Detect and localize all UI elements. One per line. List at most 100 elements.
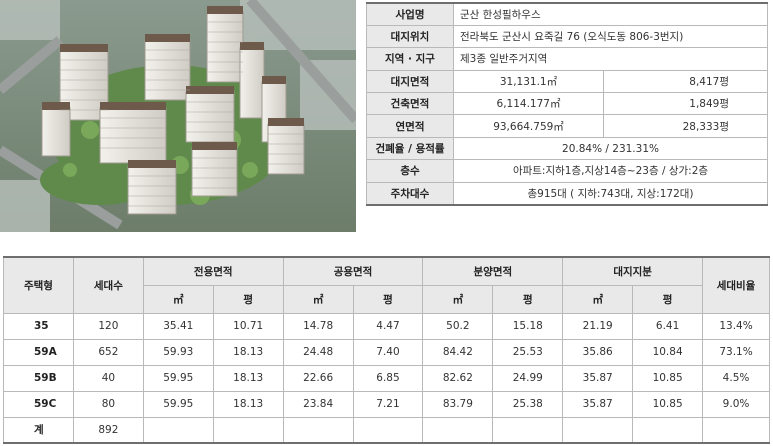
overview-row-parking: 주차대수 총915대 ( 지하:743대, 지상:172대) — [366, 181, 768, 206]
apartment-complex-illustration — [0, 0, 356, 232]
cell-exclusive-pyeong — [212, 416, 284, 444]
cell-households: 652 — [72, 338, 144, 366]
cell-sale-sqm: 82.62 — [422, 364, 494, 392]
overview-value: 전라북도 군산시 요죽길 76 (오식도동 806-3번지) — [453, 24, 768, 49]
cell-land-sqm — [562, 416, 634, 444]
subheader-sqm: ㎡ — [422, 284, 494, 314]
subheader-pyeong: 평 — [352, 284, 424, 314]
header-exclusive-area: 전용면적 — [142, 256, 284, 286]
cell-land-pyeong: 10.85 — [632, 364, 704, 392]
cell-sale-pyeong: 25.38 — [492, 390, 564, 418]
cell-type: 35 — [3, 312, 74, 340]
header-common-area: 공용면적 — [282, 256, 424, 286]
cell-exclusive-pyeong: 18.13 — [212, 390, 284, 418]
cell-type: 59A — [3, 338, 74, 366]
subheader-sqm: ㎡ — [562, 284, 634, 314]
overview-row-building-area: 건축면적 6,114.177㎡ 1,849평 — [366, 92, 768, 116]
unit-type-table: 주택형 세대수 전용면적 공용면적 분양면적 대지지분 세대비율 ㎡ 평 ㎡ 평… — [3, 256, 770, 444]
overview-row-zoning: 지역 · 지구 제3종 일반주거지역 — [366, 47, 768, 71]
header-unit-type: 주택형 — [3, 256, 74, 314]
overview-value: 제3종 일반주거지역 — [453, 47, 768, 71]
overview-label: 건폐율 / 용적률 — [366, 136, 454, 161]
table-row: 59C 80 59.95 18.13 23.84 7.21 83.79 25.3… — [3, 390, 770, 418]
cell-sale-sqm: 84.42 — [422, 338, 494, 366]
cell-households: 40 — [72, 364, 144, 392]
overview-pyeong: 1,849평 — [603, 92, 768, 116]
table-row: 59B 40 59.95 18.13 22.66 6.85 82.62 24.9… — [3, 364, 770, 392]
overview-row-site-area: 대지면적 31,131.1㎡ 8,417평 — [366, 69, 768, 94]
cell-common-pyeong: 6.85 — [352, 364, 424, 392]
cell-exclusive-sqm: 59.93 — [142, 338, 214, 366]
cell-common-pyeong: 7.21 — [352, 390, 424, 418]
cell-common-sqm: 14.78 — [282, 312, 354, 340]
cell-ratio: 73.1% — [702, 338, 770, 366]
cell-ratio: 4.5% — [702, 364, 770, 392]
cell-exclusive-pyeong: 18.13 — [212, 338, 284, 366]
overview-row-floors: 층수 아파트:지하1층,지상14층~23층 / 상가:2층 — [366, 159, 768, 183]
subheader-pyeong: 평 — [632, 284, 704, 314]
cell-ratio: 13.4% — [702, 312, 770, 340]
cell-exclusive-pyeong: 10.71 — [212, 312, 284, 340]
cell-land-sqm: 35.87 — [562, 364, 634, 392]
overview-label: 층수 — [366, 159, 454, 183]
overview-sqm: 31,131.1㎡ — [453, 69, 604, 94]
cell-common-sqm: 23.84 — [282, 390, 354, 418]
overview-row-coverage-ratio: 건폐율 / 용적률 20.84% / 231.31% — [366, 136, 768, 161]
cell-exclusive-sqm: 59.95 — [142, 390, 214, 418]
overview-sqm: 93,664.759㎡ — [453, 114, 604, 138]
overview-label: 사업명 — [366, 1, 454, 26]
cell-common-pyeong — [352, 416, 424, 444]
overview-row-location: 대지위치 전라북도 군산시 요죽길 76 (오식도동 806-3번지) — [366, 24, 768, 49]
overview-value: 군산 한성필하우스 — [453, 1, 768, 26]
table-row-total: 계 892 — [3, 416, 770, 444]
overview-label: 지역 · 지구 — [366, 47, 454, 71]
cell-type: 계 — [3, 416, 74, 444]
cell-land-pyeong: 10.85 — [632, 390, 704, 418]
overview-pyeong: 8,417평 — [603, 69, 768, 94]
cell-sale-pyeong: 15.18 — [492, 312, 564, 340]
cell-land-sqm: 35.87 — [562, 390, 634, 418]
overview-value: 20.84% / 231.31% — [453, 136, 768, 161]
cell-land-pyeong: 10.84 — [632, 338, 704, 366]
cell-type: 59B — [3, 364, 74, 392]
cell-sale-sqm: 83.79 — [422, 390, 494, 418]
overview-label: 대지위치 — [366, 24, 454, 49]
cell-land-sqm: 35.86 — [562, 338, 634, 366]
overview-row-project-name: 사업명 군산 한성필하우스 — [366, 1, 768, 26]
cell-households: 120 — [72, 312, 144, 340]
table-row: 35 120 35.41 10.71 14.78 4.47 50.2 15.18… — [3, 312, 770, 340]
overview-label: 대지면적 — [366, 69, 454, 94]
cell-exclusive-pyeong: 18.13 — [212, 364, 284, 392]
cell-common-sqm: 22.66 — [282, 364, 354, 392]
subheader-sqm: ㎡ — [282, 284, 354, 314]
cell-sale-pyeong: 24.99 — [492, 364, 564, 392]
overview-row-total-floor-area: 연면적 93,664.759㎡ 28,333평 — [366, 114, 768, 138]
cell-land-pyeong — [632, 416, 704, 444]
unit-table-header-row: 주택형 세대수 전용면적 공용면적 분양면적 대지지분 세대비율 — [3, 256, 770, 314]
cell-land-pyeong: 6.41 — [632, 312, 704, 340]
overview-sqm: 6,114.177㎡ — [453, 92, 604, 116]
table-row: 59A 652 59.93 18.13 24.48 7.40 84.42 25.… — [3, 338, 770, 366]
overview-label: 연면적 — [366, 114, 454, 138]
subheader-pyeong: 평 — [212, 284, 284, 314]
cell-exclusive-sqm: 59.95 — [142, 364, 214, 392]
cell-sale-pyeong: 25.53 — [492, 338, 564, 366]
overview-label: 건축면적 — [366, 92, 454, 116]
subheader-pyeong: 평 — [492, 284, 564, 314]
header-household-ratio: 세대비율 — [702, 256, 770, 314]
cell-ratio: 9.0% — [702, 390, 770, 418]
cell-households: 80 — [72, 390, 144, 418]
cell-common-sqm — [282, 416, 354, 444]
cell-common-sqm: 24.48 — [282, 338, 354, 366]
aerial-rendering — [0, 0, 356, 232]
cell-sale-pyeong — [492, 416, 564, 444]
cell-common-pyeong: 4.47 — [352, 312, 424, 340]
subheader-sqm: ㎡ — [142, 284, 214, 314]
cell-common-pyeong: 7.40 — [352, 338, 424, 366]
header-sale-area: 분양면적 — [422, 256, 564, 286]
cell-type: 59C — [3, 390, 74, 418]
cell-land-sqm: 21.19 — [562, 312, 634, 340]
overview-label: 주차대수 — [366, 181, 454, 206]
cell-ratio — [702, 416, 770, 444]
cell-households: 892 — [72, 416, 144, 444]
